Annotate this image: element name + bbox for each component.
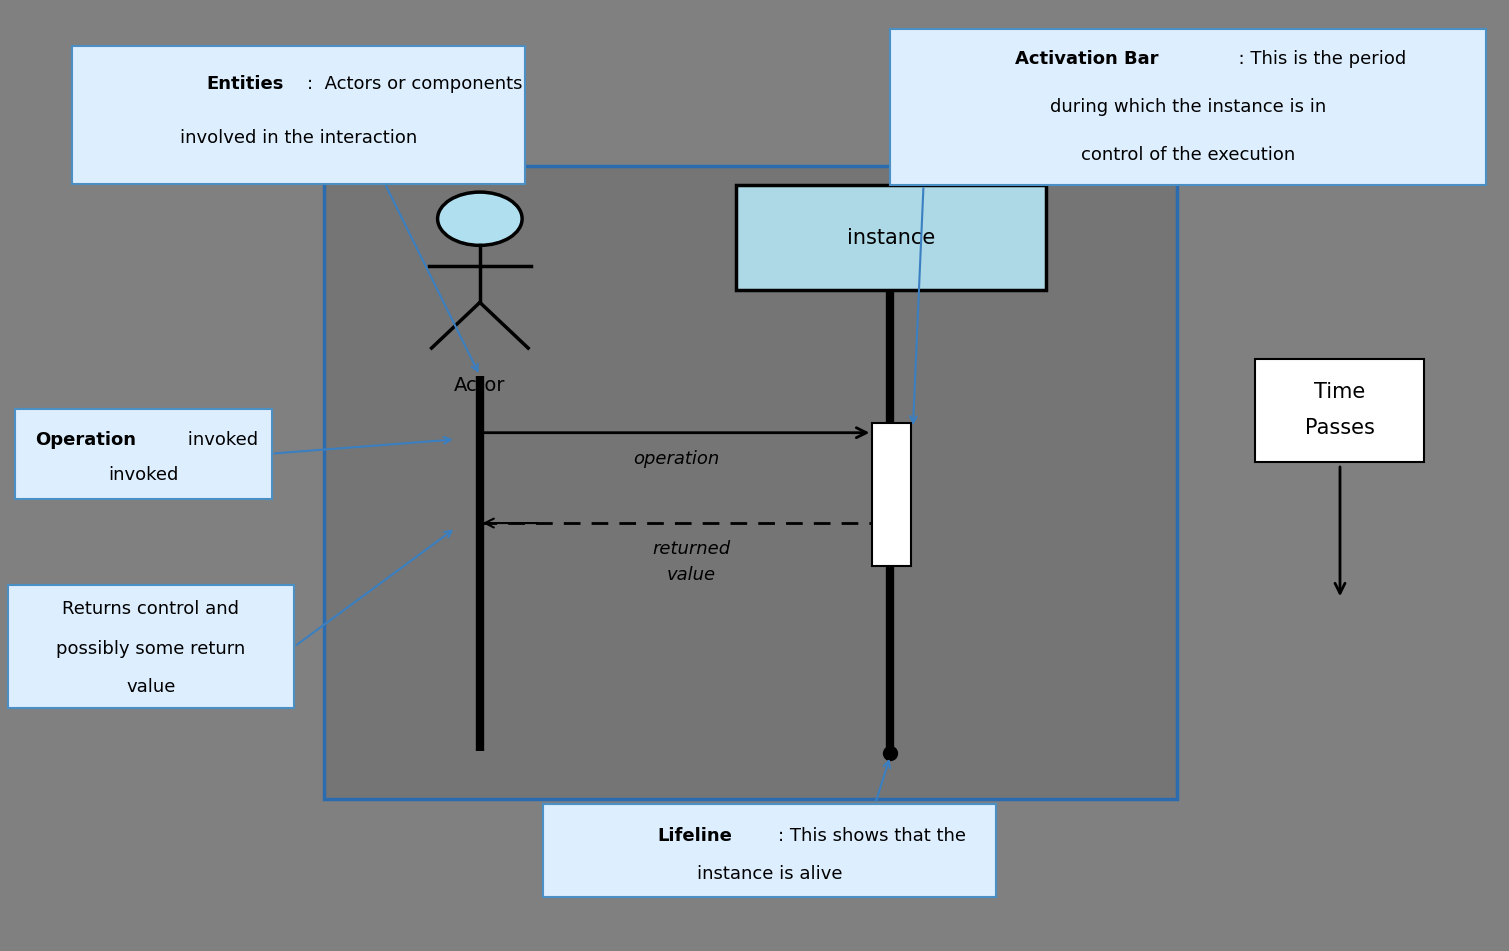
Text: Passes: Passes bbox=[1305, 417, 1375, 438]
Bar bbox=[72, 46, 525, 184]
Text: Time: Time bbox=[1314, 381, 1366, 402]
Text: Activation Bar: Activation Bar bbox=[1014, 50, 1159, 68]
Text: Lifeline: Lifeline bbox=[656, 827, 732, 844]
Bar bbox=[872, 423, 911, 566]
Text: possibly some return: possibly some return bbox=[56, 640, 246, 657]
Text: value: value bbox=[127, 678, 175, 695]
Text: : This shows that the: : This shows that the bbox=[732, 827, 966, 844]
Text: operation: operation bbox=[632, 450, 720, 468]
Bar bbox=[736, 185, 1046, 290]
Text: involved in the interaction: involved in the interaction bbox=[180, 129, 418, 147]
Text: control of the execution: control of the execution bbox=[1082, 146, 1295, 164]
Text: :  Actors or components: : Actors or components bbox=[284, 75, 522, 93]
Bar bbox=[890, 29, 1486, 185]
Text: Actor: Actor bbox=[454, 376, 506, 395]
Text: returned: returned bbox=[652, 540, 730, 558]
Text: instance is alive: instance is alive bbox=[697, 865, 842, 883]
Text: Operation: Operation bbox=[35, 431, 136, 449]
Text: value: value bbox=[667, 566, 715, 584]
Bar bbox=[1255, 359, 1424, 462]
Bar bbox=[324, 166, 1177, 799]
Text: invoked: invoked bbox=[136, 431, 258, 449]
Circle shape bbox=[438, 192, 522, 245]
Text: Returns control and: Returns control and bbox=[62, 600, 240, 617]
Text: during which the instance is in: during which the instance is in bbox=[1050, 98, 1326, 116]
Text: : This is the period: : This is the period bbox=[1159, 50, 1406, 68]
Bar bbox=[8, 585, 294, 708]
Bar bbox=[15, 409, 272, 499]
Text: Entities: Entities bbox=[207, 75, 284, 93]
Text: invoked: invoked bbox=[109, 466, 178, 484]
Text: instance: instance bbox=[847, 227, 936, 248]
Bar bbox=[543, 804, 996, 897]
